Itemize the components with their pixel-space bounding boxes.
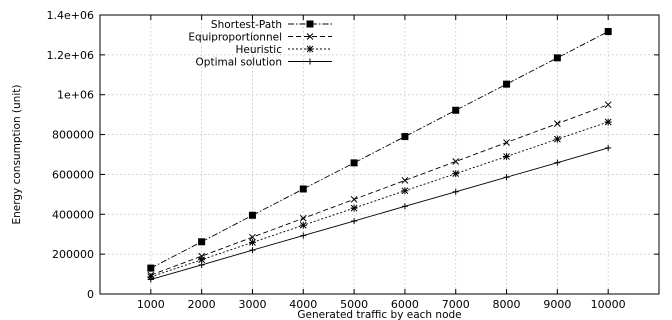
series-optimal-solution	[147, 144, 612, 283]
data-point-heuristic	[350, 204, 358, 212]
legend-label: Equiproportionnel	[188, 32, 282, 44]
x-tick-label: 3000	[238, 298, 266, 311]
data-point-optimal-solution	[503, 174, 510, 181]
series-line-equiproportionnel	[150, 104, 609, 276]
x-tick-label: 1000	[137, 298, 165, 311]
legend-label: Heuristic	[235, 44, 282, 56]
series-line-optimal-solution	[150, 147, 609, 280]
legend-item-heuristic: Heuristic	[235, 44, 332, 56]
grid-lines	[100, 15, 659, 294]
data-point-shortest-path	[553, 54, 561, 62]
legend-label: Shortest-Path	[211, 19, 282, 31]
data-point-heuristic	[553, 135, 561, 143]
series-equiproportionnel	[147, 101, 612, 279]
legend-marker	[306, 45, 314, 53]
data-point-equiproportionnel	[554, 120, 561, 127]
y-tick-label: 1e+06	[57, 89, 94, 102]
data-point-optimal-solution	[554, 159, 561, 166]
x-tick-label: 10000	[591, 298, 626, 311]
y-tick-label: 800000	[52, 129, 94, 142]
y-tick-label: 1.2e+06	[47, 49, 94, 62]
data-point-optimal-solution	[452, 188, 459, 195]
x-tick-label: 4000	[289, 298, 317, 311]
x-tick-label: 7000	[442, 298, 470, 311]
series-heuristic	[147, 118, 612, 281]
data-point-shortest-path	[604, 28, 612, 36]
data-point-shortest-path	[350, 159, 358, 167]
data-point-equiproportionnel	[249, 233, 256, 241]
data-point-optimal-solution	[605, 144, 612, 151]
data-point-optimal-solution	[147, 276, 154, 283]
legend-item-optimal-solution: Optimal solution	[196, 57, 332, 69]
axis-ticks: 0 200000 400000 600000 800000 1e+06 1.2e+06 1.4…	[47, 9, 659, 311]
data-point-shortest-path	[248, 211, 256, 219]
y-tick-label: 0	[87, 288, 94, 301]
y-tick-label: 1.4e+06	[47, 9, 94, 22]
data-point-shortest-path	[147, 264, 155, 272]
data-point-equiproportionnel	[401, 177, 409, 184]
legend-item-equiproportionnel: Equiproportionnel	[188, 32, 332, 44]
data-point-optimal-solution	[198, 261, 205, 268]
data-point-heuristic	[401, 187, 409, 195]
legend-marker	[306, 33, 314, 40]
y-tick-label: 200000	[52, 248, 94, 261]
legend-marker	[306, 20, 314, 28]
data-point-equiproportionnel	[299, 214, 307, 222]
series-shortest-path	[147, 28, 612, 272]
series-line-shortest-path	[150, 31, 609, 269]
data-point-heuristic	[452, 170, 460, 178]
x-tick-label: 2000	[188, 298, 216, 311]
data-point-heuristic	[299, 221, 307, 229]
series-line-heuristic	[150, 121, 609, 278]
series-group	[147, 28, 612, 283]
y-axis-title: Energy consumption (unit)	[11, 85, 23, 225]
data-point-shortest-path	[452, 106, 460, 114]
legend-marker	[307, 58, 313, 65]
data-point-optimal-solution	[300, 232, 307, 239]
data-point-equiproportionnel	[503, 139, 510, 146]
y-tick-label: 400000	[52, 208, 94, 221]
data-point-heuristic	[248, 238, 256, 246]
data-point-heuristic	[604, 118, 612, 126]
x-tick-label: 8000	[493, 298, 521, 311]
data-point-heuristic	[503, 152, 511, 160]
plot-frame	[99, 14, 660, 295]
data-point-equiproportionnel	[604, 101, 612, 109]
data-point-equiproportionnel	[350, 195, 358, 203]
data-point-optimal-solution	[351, 218, 358, 225]
legend: Shortest-PathEquiproportionnelHeuristicO…	[188, 19, 332, 69]
x-axis-title: Generated traffic by each node	[297, 309, 461, 320]
data-point-equiproportionnel	[452, 158, 460, 165]
data-point-optimal-solution	[249, 247, 256, 254]
legend-item-shortest-path: Shortest-Path	[211, 19, 332, 31]
x-tick-label: 9000	[543, 298, 571, 311]
legend-label: Optimal solution	[196, 57, 282, 69]
data-point-shortest-path	[299, 185, 307, 193]
data-point-shortest-path	[401, 133, 409, 141]
y-tick-label: 600000	[52, 168, 94, 181]
data-point-shortest-path	[503, 80, 511, 88]
x-tick-label: 6000	[391, 298, 419, 311]
data-point-optimal-solution	[401, 203, 408, 210]
x-tick-label: 5000	[340, 298, 368, 311]
data-point-shortest-path	[198, 238, 206, 246]
